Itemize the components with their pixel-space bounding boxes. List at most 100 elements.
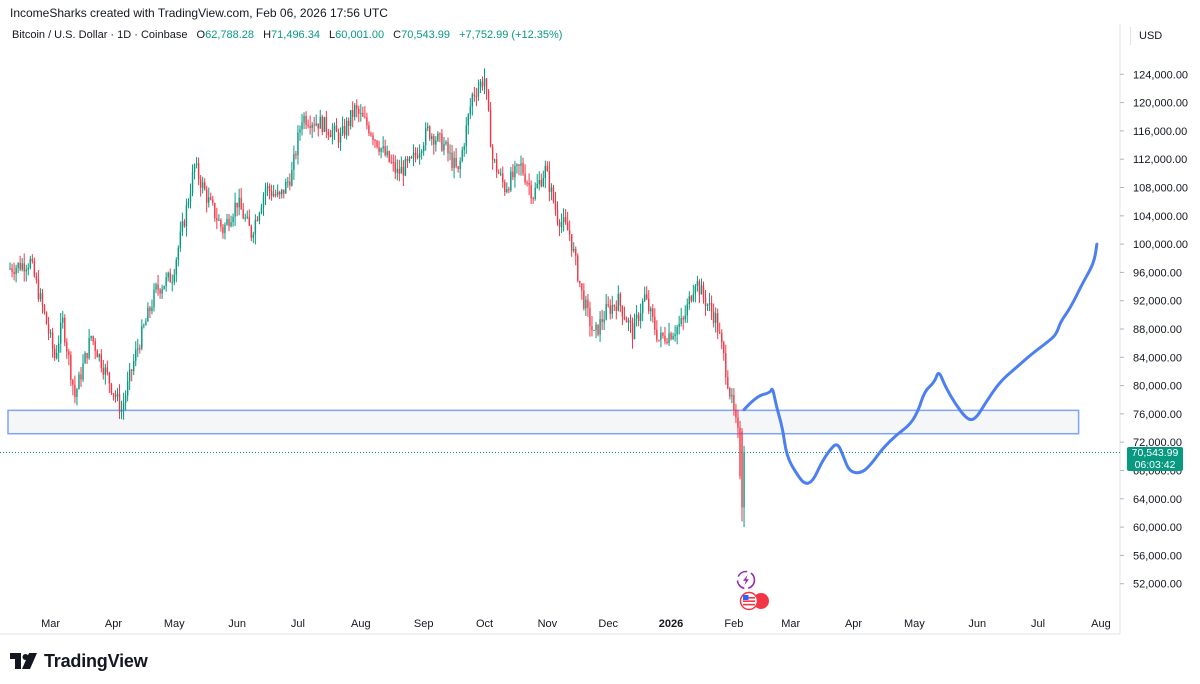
candle bbox=[62, 310, 64, 329]
candle bbox=[585, 295, 587, 317]
candle bbox=[437, 131, 439, 142]
x-tick-label: 2026 bbox=[659, 618, 683, 630]
tradingview-logo[interactable]: TradingView bbox=[10, 650, 148, 672]
candle bbox=[360, 104, 362, 122]
currency-label[interactable]: USD bbox=[1130, 27, 1200, 45]
candle bbox=[295, 150, 297, 160]
candle bbox=[232, 213, 234, 227]
candle bbox=[506, 182, 508, 194]
y-tick-label: 124,000.00 bbox=[1133, 69, 1188, 81]
support-zone[interactable] bbox=[7, 409, 1080, 435]
candle bbox=[33, 257, 36, 278]
candle bbox=[100, 349, 102, 373]
projection-drawing[interactable] bbox=[742, 242, 1099, 485]
candle bbox=[305, 111, 307, 130]
candle bbox=[278, 190, 281, 200]
candle bbox=[500, 168, 502, 177]
candle bbox=[495, 152, 498, 178]
candle bbox=[114, 390, 117, 403]
candle bbox=[710, 295, 713, 321]
candle bbox=[601, 309, 603, 331]
candle bbox=[512, 164, 514, 181]
y-tick-label: 100,000.00 bbox=[1133, 239, 1188, 251]
candle bbox=[171, 274, 173, 292]
candle bbox=[447, 137, 449, 162]
candle bbox=[382, 136, 384, 153]
low-value: 60,001.00 bbox=[335, 29, 385, 41]
candle bbox=[206, 185, 208, 213]
candle bbox=[325, 110, 328, 139]
x-tick-label: Apr bbox=[105, 618, 122, 630]
candle bbox=[609, 299, 611, 320]
candle bbox=[260, 203, 263, 215]
candle bbox=[351, 101, 354, 128]
candle bbox=[183, 218, 186, 228]
candle bbox=[35, 272, 38, 284]
candle bbox=[86, 352, 88, 364]
candle bbox=[321, 114, 323, 136]
candle bbox=[725, 344, 727, 385]
symbol-legend[interactable]: Bitcoin / U.S. Dollar · 1D · Coinbase O6… bbox=[12, 29, 562, 41]
candle bbox=[581, 283, 583, 300]
x-tick-label: Jul bbox=[291, 618, 305, 630]
candle bbox=[228, 213, 230, 232]
y-tick-label: 96,000.00 bbox=[1133, 267, 1182, 279]
candle bbox=[303, 112, 305, 130]
candle bbox=[254, 214, 257, 245]
candle bbox=[716, 308, 719, 340]
candle bbox=[266, 182, 269, 197]
candle bbox=[313, 116, 315, 133]
candle bbox=[21, 258, 23, 272]
candle bbox=[481, 76, 484, 91]
candle bbox=[299, 125, 301, 141]
candle bbox=[104, 363, 107, 385]
candle bbox=[461, 146, 463, 163]
candle bbox=[670, 331, 672, 341]
lightning-event-icon[interactable] bbox=[736, 570, 756, 590]
y-tick-label: 116,000.00 bbox=[1133, 126, 1187, 138]
candle bbox=[112, 392, 115, 401]
candle bbox=[712, 303, 715, 328]
candle bbox=[453, 151, 455, 179]
candle bbox=[694, 283, 697, 303]
symbol-title[interactable]: Bitcoin / U.S. Dollar · 1D · Coinbase bbox=[12, 29, 188, 41]
y-tick-label: 88,000.00 bbox=[1133, 324, 1182, 336]
candle bbox=[394, 155, 396, 179]
candle bbox=[98, 353, 100, 362]
candle bbox=[139, 344, 141, 354]
candle bbox=[418, 144, 421, 165]
candle bbox=[637, 312, 640, 327]
candle bbox=[666, 337, 668, 345]
candle bbox=[597, 324, 599, 337]
candle bbox=[668, 323, 670, 347]
candle bbox=[378, 140, 380, 156]
x-tick-label: Apr bbox=[845, 618, 862, 630]
candle bbox=[203, 178, 206, 191]
x-tick-label: Nov bbox=[538, 618, 558, 630]
candle bbox=[250, 224, 253, 242]
candle bbox=[153, 283, 155, 312]
y-tick-label: 84,000.00 bbox=[1133, 352, 1182, 364]
x-tick-label: Feb bbox=[724, 618, 743, 630]
candle bbox=[635, 305, 638, 327]
x-tick-label: Sep bbox=[414, 618, 434, 630]
candle bbox=[126, 371, 129, 402]
candle bbox=[343, 118, 346, 139]
candle bbox=[528, 173, 530, 196]
candle bbox=[175, 257, 178, 283]
candle bbox=[467, 113, 469, 135]
high-label: H bbox=[263, 29, 272, 41]
candle bbox=[522, 157, 524, 176]
candle bbox=[410, 155, 413, 159]
candle bbox=[301, 113, 303, 136]
candle bbox=[424, 122, 427, 151]
y-tick-label: 56,000.00 bbox=[1133, 550, 1182, 562]
candle bbox=[465, 117, 467, 154]
candle bbox=[88, 329, 90, 360]
candle bbox=[729, 386, 731, 400]
candle bbox=[611, 295, 613, 319]
candle bbox=[293, 145, 295, 180]
us-flag-event-icon[interactable] bbox=[739, 591, 770, 611]
candle bbox=[455, 148, 457, 169]
